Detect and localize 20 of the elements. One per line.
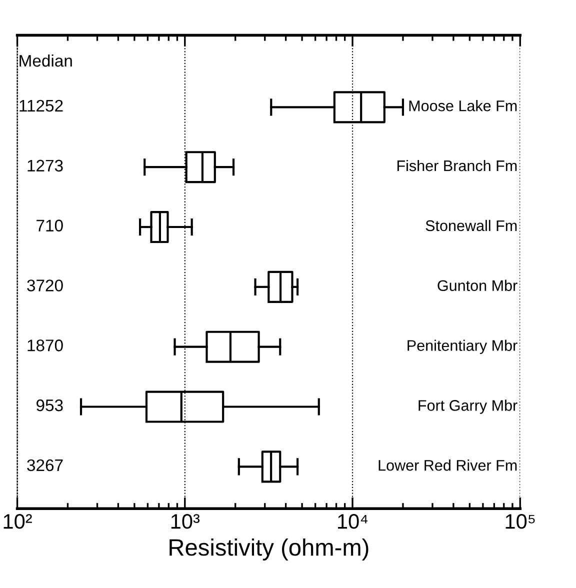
text: 3267: [27, 459, 63, 472]
y-tick-label: Fisher Branch Fm: [397, 160, 517, 172]
text: 710: [36, 220, 63, 232]
text: 1273: [28, 160, 63, 172]
y-tick-label: Stonewall Fm: [426, 220, 517, 232]
x-tick-label: 10²: [4, 514, 32, 529]
y-tick-label: Penitentiary Mbr: [408, 340, 518, 354]
y-tick-label: Fort Garry Mbr: [418, 400, 518, 414]
x-axis-title: Resistivity (ohm-m): [170, 538, 368, 560]
y-tick-label: Lower Red River Fm: [378, 460, 517, 471]
y-tick-label: Gunton Mbr: [438, 280, 518, 292]
text: 1870: [28, 340, 63, 352]
annotation: Median: [20, 54, 72, 67]
x-tick-label: 10⁴: [338, 514, 368, 529]
text: 11252: [20, 100, 63, 112]
x-tick-label: 10³: [171, 514, 200, 529]
text: 953: [36, 399, 63, 412]
text: 3720: [27, 280, 63, 292]
x-tick-label: 10⁵: [506, 514, 535, 529]
y-tick-label: Moose Lake Fm: [409, 100, 517, 112]
